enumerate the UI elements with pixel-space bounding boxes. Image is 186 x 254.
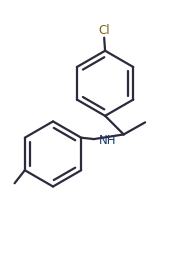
Text: Cl: Cl <box>98 24 110 37</box>
Text: NH: NH <box>99 134 116 148</box>
